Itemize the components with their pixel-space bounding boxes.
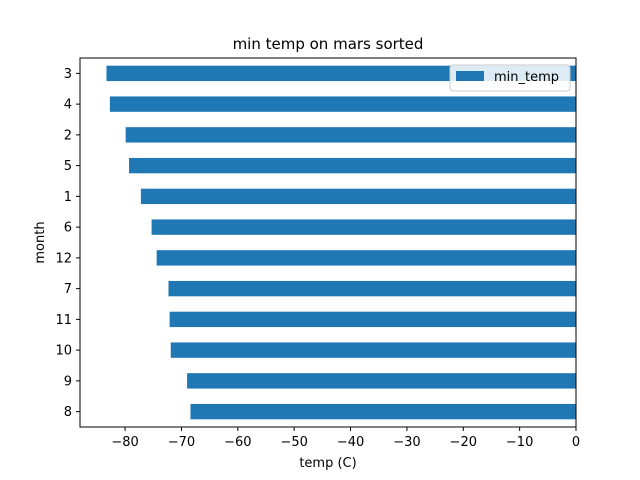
bar-month-9: [187, 373, 576, 389]
y-tick-label: 9: [64, 374, 72, 389]
x-tick-label: −10: [506, 435, 533, 450]
bar-month-8: [190, 403, 577, 420]
y-tick-label: 10: [55, 344, 72, 359]
x-tick-label: −20: [450, 435, 477, 450]
y-tick-label: 8: [64, 405, 72, 420]
x-tick-label: −30: [393, 435, 420, 450]
bar-month-11: [169, 311, 577, 328]
bar-month-1: [140, 188, 576, 205]
y-tick-label: 3: [64, 67, 72, 82]
x-axis-label: temp (C): [299, 456, 356, 471]
x-tick-label: −70: [168, 435, 195, 450]
y-tick-label: 11: [55, 313, 72, 328]
bar-month-6: [151, 219, 576, 235]
y-tick-label: 6: [64, 221, 72, 236]
x-tick-label: −50: [280, 435, 307, 450]
y-tick-label: 7: [64, 282, 72, 297]
legend: min_temp: [449, 64, 571, 92]
y-tick-label: 5: [64, 159, 72, 174]
x-tick-label: 0: [572, 435, 580, 450]
y-tick-label: 4: [64, 98, 72, 113]
bars-group: [106, 65, 577, 420]
bar-month-12: [156, 250, 576, 266]
x-ticks-group: −80 −70 −60 −50 −40 −30 −20 −10 0: [111, 427, 580, 450]
x-tick-label: −40: [337, 435, 364, 450]
bar-month-2: [125, 127, 577, 143]
legend-label: min_temp: [494, 70, 559, 85]
y-axis-label: month: [33, 221, 48, 263]
x-tick-label: −80: [111, 435, 138, 450]
y-ticks-group: 3 4 2 5 1 6 12 7 11 10 9 8: [55, 67, 80, 420]
bar-month-4: [109, 96, 576, 112]
plot-frame: [79, 57, 577, 428]
legend-swatch: [456, 71, 484, 81]
y-tick-label: 12: [55, 251, 72, 266]
bar-month-5: [129, 157, 576, 174]
x-tick-label: −60: [224, 435, 251, 450]
chart-title: min temp on mars sorted: [233, 35, 424, 53]
y-tick-label: 2: [64, 128, 72, 143]
y-tick-label: 1: [64, 190, 72, 205]
bar-month-7: [168, 280, 576, 297]
bar-month-10: [170, 342, 576, 358]
